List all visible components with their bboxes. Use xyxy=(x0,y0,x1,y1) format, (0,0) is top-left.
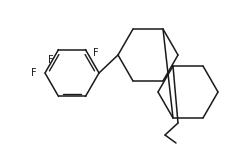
Text: F: F xyxy=(48,55,54,65)
Text: F: F xyxy=(31,68,37,78)
Text: F: F xyxy=(93,48,98,58)
